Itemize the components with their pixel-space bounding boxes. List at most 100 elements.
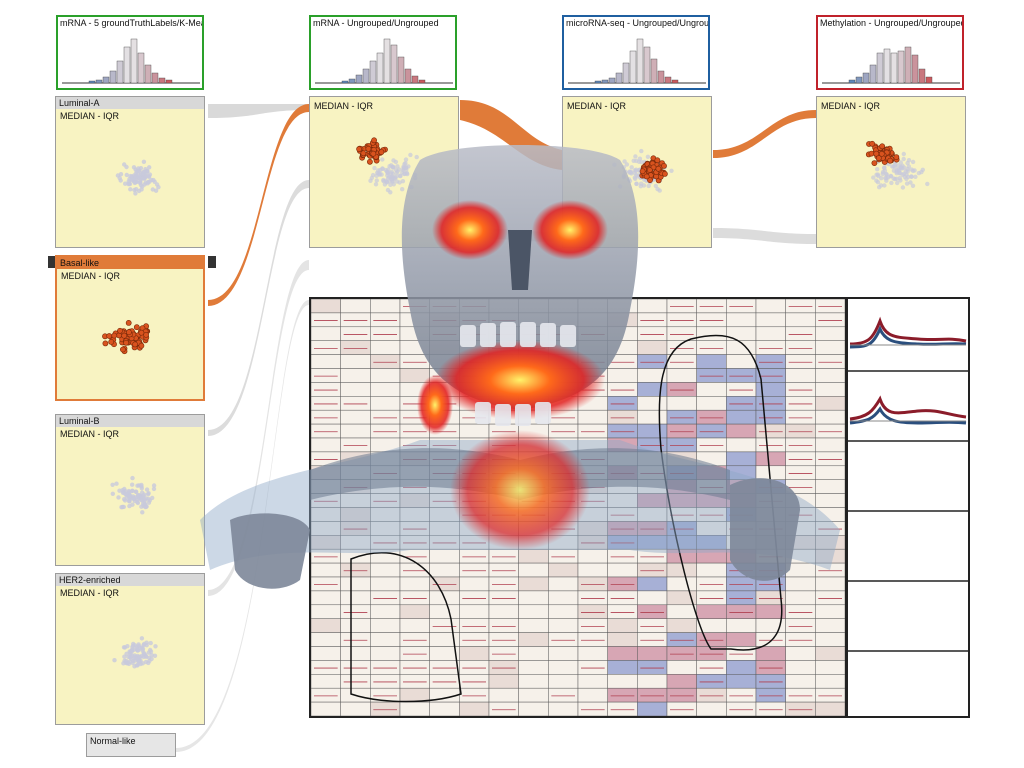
heatmap-cell <box>518 632 549 647</box>
histogram-title: microRNA-seq - Ungrouped/Ungroup <box>566 18 708 28</box>
heatmap-cell <box>755 632 786 647</box>
group-panel-her2-enriched[interactable]: HER2-enriched MEDIAN - IQR <box>55 573 205 725</box>
scatter-point <box>394 174 399 179</box>
histogram-bar <box>883 48 891 84</box>
heatmap-cell <box>340 590 371 606</box>
heatmap-cell <box>815 340 846 355</box>
scatter-point <box>140 661 145 666</box>
group-panel-luminal-a[interactable]: Luminal-A MEDIAN - IQR <box>55 96 205 248</box>
heatmap-cell <box>607 674 638 689</box>
heatmap-cell <box>577 576 608 592</box>
heatmap-cell <box>577 687 608 703</box>
heatmap-cell <box>785 618 816 633</box>
heatmap-cell <box>607 562 638 578</box>
scatter-point <box>662 171 668 177</box>
methylation-histogram[interactable]: Methylation - Ungrouped/Ungrouped <box>816 15 964 90</box>
microrna-scatter-panel[interactable]: MEDIAN - IQR <box>562 96 712 248</box>
scatter-point <box>133 191 138 196</box>
heatmap-cell <box>459 535 490 550</box>
heatmap-cell <box>637 604 668 619</box>
scatter-point <box>124 660 129 666</box>
scatter-point <box>655 165 662 172</box>
heatmap-cell <box>548 479 579 494</box>
heatmap-cell <box>696 465 727 480</box>
scatter-point <box>646 183 651 189</box>
heatmap-cell <box>340 437 371 453</box>
chevron-right-icon[interactable] <box>208 256 216 268</box>
heatmap-cell <box>815 660 846 675</box>
methylation-scatter-panel[interactable]: MEDIAN - IQR <box>816 96 966 248</box>
scatter-point <box>110 482 115 487</box>
group-panel-basal-like[interactable]: Basal-like MEDIAN - IQR <box>55 255 205 401</box>
heatmap-cell <box>340 548 371 564</box>
expression-heatmap-grid[interactable] <box>309 297 847 718</box>
microrna-histogram[interactable]: microRNA-seq - Ungrouped/Ungroup <box>562 15 710 90</box>
heatmap-cell <box>815 507 846 522</box>
heatmap-cell <box>548 382 579 397</box>
heatmap-cell <box>815 437 846 453</box>
scatter-point <box>374 178 379 183</box>
heatmap-cell <box>726 479 757 494</box>
scatter-point <box>388 190 393 195</box>
heatmap-cell <box>696 382 727 397</box>
histogram-bar <box>109 70 117 84</box>
heatmap-cell <box>577 562 608 578</box>
heatmap-cell <box>637 521 668 536</box>
scatter-point <box>884 178 889 183</box>
scatter-point <box>102 340 109 347</box>
group-name: Basal-like <box>57 257 203 269</box>
heatmap-cell <box>785 451 816 467</box>
heatmap-cell <box>340 674 371 689</box>
heatmap-cell <box>488 326 519 341</box>
scatter-point <box>144 654 149 659</box>
mrna-ungrouped-histogram[interactable]: mRNA - Ungrouped/Ungrouped <box>309 15 457 90</box>
heatmap-cell <box>696 326 727 341</box>
heatmap-cell <box>548 576 579 592</box>
heatmap-cell <box>696 701 727 717</box>
heatmap-cell <box>459 451 490 467</box>
heatmap-cell <box>815 298 846 314</box>
heatmap-cell <box>459 660 490 675</box>
heatmap-cell <box>607 507 638 522</box>
heatmap-cell <box>459 562 490 578</box>
heatmap-cell <box>459 326 490 341</box>
mrna-clustered-histogram[interactable]: mRNA - 5 groundTruthLabels/K-Mea <box>56 15 204 90</box>
heatmap-cell <box>518 382 549 397</box>
histogram-title: mRNA - Ungrouped/Ungrouped <box>313 18 439 28</box>
scatter-point <box>895 180 900 186</box>
heatmap-cell <box>755 507 786 522</box>
heatmap-cell <box>607 576 638 592</box>
scatter-point <box>138 329 145 336</box>
summary-label: MEDIAN - IQR <box>314 101 374 111</box>
group-panel-normal-like[interactable]: Normal-like <box>86 733 176 757</box>
heatmap-cell <box>607 548 638 564</box>
profile-plot-column[interactable] <box>846 297 970 718</box>
scatter-point <box>626 177 632 182</box>
heatmap-cell <box>637 632 668 647</box>
heatmap-cell <box>696 660 727 675</box>
scatter-point <box>412 172 418 177</box>
heatmap-cell <box>370 507 401 522</box>
scatter-point <box>156 185 161 190</box>
heatmap-cell <box>370 437 401 453</box>
heatmap-cell <box>696 507 727 522</box>
scatter-point <box>879 176 884 181</box>
heatmap-cell <box>340 396 371 411</box>
heatmap-cell <box>696 604 727 619</box>
scatter-point <box>646 167 653 173</box>
scatter-point <box>634 158 639 164</box>
histogram-bar <box>876 52 884 84</box>
heatmap-cell <box>607 590 638 606</box>
heatmap-cell <box>785 396 816 411</box>
heatmap-cell <box>488 507 519 522</box>
heatmap-cell <box>399 423 430 439</box>
heatmap-cell <box>548 423 579 439</box>
scatter-point <box>120 346 126 353</box>
scatter-point <box>902 174 907 180</box>
mrna-scatter-panel[interactable]: MEDIAN - IQR <box>309 96 459 248</box>
heatmap-cell <box>429 562 460 578</box>
group-panel-luminal-b[interactable]: Luminal-B MEDIAN - IQR <box>55 414 205 566</box>
chevron-left-icon[interactable] <box>48 256 56 268</box>
heatmap-cell <box>548 632 579 647</box>
heatmap-cell <box>755 521 786 536</box>
